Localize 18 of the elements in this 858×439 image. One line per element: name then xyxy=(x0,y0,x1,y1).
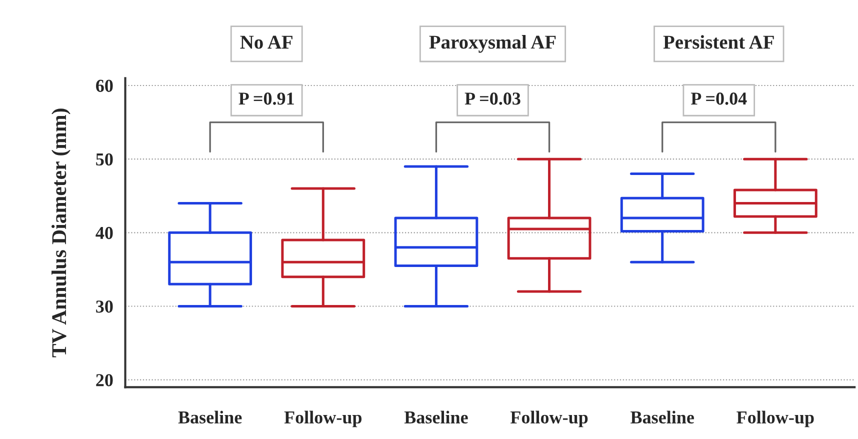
y-tick-label: 50 xyxy=(96,153,113,166)
text: Paroxysmal AF xyxy=(429,35,556,53)
y-tick-label: 40 xyxy=(96,226,113,240)
annotation: P =0.91 xyxy=(238,92,294,105)
x-tick-label: Baseline xyxy=(404,410,468,424)
x-tick-label: Follow-up xyxy=(284,410,362,428)
text: Persistent AF xyxy=(663,35,774,49)
y-tick-label: 30 xyxy=(96,300,113,313)
x-tick-label: Follow-up xyxy=(736,410,814,428)
y-tick-label: 60 xyxy=(96,80,113,92)
x-tick-label: Baseline xyxy=(630,410,694,424)
x-tick-label: Baseline xyxy=(178,410,242,424)
y-tick-label: 20 xyxy=(96,374,113,386)
text: No AF xyxy=(240,36,292,49)
y-axis-title: TV Annulus Diameter (mm) xyxy=(52,108,70,358)
annotation: P =0.04 xyxy=(690,92,747,105)
annotation: P =0.03 xyxy=(464,92,520,105)
x-tick-label: Follow-up xyxy=(510,410,588,428)
